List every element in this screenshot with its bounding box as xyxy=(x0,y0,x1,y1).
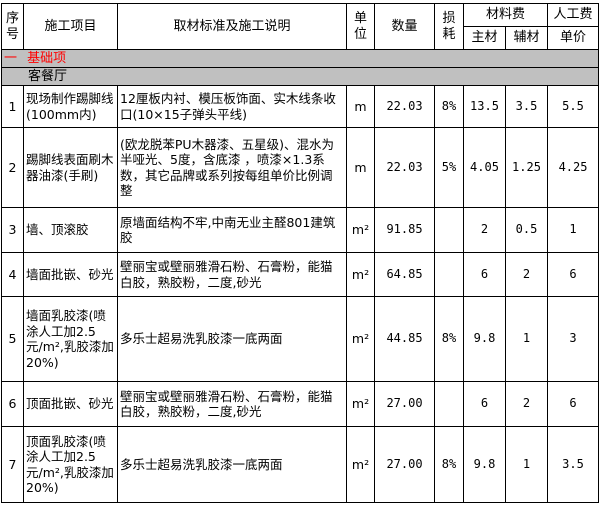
quantity-cell: 27.00 xyxy=(374,381,435,427)
item-name-cell: 墙面批嵌、砂光 xyxy=(23,252,118,297)
header-desc: 取材标准及施工说明 xyxy=(117,3,347,50)
labor-price-cell: 3 xyxy=(547,296,600,382)
main-material-price-cell: 2 xyxy=(463,207,506,253)
main-material-price-cell: 6 xyxy=(463,252,506,297)
labor-price-cell: 6 xyxy=(547,381,600,427)
loss-rate-cell: 5% xyxy=(434,127,464,208)
header-loss: 损耗 xyxy=(434,3,464,50)
labor-price-cell: 5.5 xyxy=(547,85,600,128)
room-title: 客餐厅 xyxy=(0,67,600,86)
aux-material-price-cell: 0.5 xyxy=(504,207,549,253)
main-material-price-cell: 9.8 xyxy=(463,296,506,382)
header-aux-material: 辅材 xyxy=(504,26,549,50)
quote-table: 序号 施工项目 取材标准及施工说明 单位 数量 损耗 材料费 人工费 主材 辅材… xyxy=(0,3,600,503)
row-number-cell: 6 xyxy=(1,381,24,427)
header-row: 序号 施工项目 取材标准及施工说明 单位 数量 损耗 材料费 人工费 xyxy=(1,3,600,50)
unit-cell: m xyxy=(346,127,375,208)
table-row: 3 墙、顶滚胶 原墙面结构不牢,中南无业主醛801建筑胶 m² 91.85 2 0.5 1 xyxy=(1,207,600,253)
main-material-price-cell: 6 xyxy=(463,381,506,427)
item-name-cell: 踢脚线表面刷木器油漆(手刷) xyxy=(23,127,118,208)
table-row: 6 顶面批嵌、砂光 壁丽宝或壁丽雅滑石粉、石膏粉，能猫白胶，熟胶粉，二度,砂光 m² 2… xyxy=(1,381,600,427)
unit-cell: m² xyxy=(346,296,375,382)
quantity-cell: 91.85 xyxy=(374,207,435,253)
quantity-cell: 64.85 xyxy=(374,252,435,297)
unit-cell: m xyxy=(346,85,375,128)
item-description-cell: 壁丽宝或壁丽雅滑石粉、石膏粉，能猫白胶，熟胶粉，二度,砂光 xyxy=(117,381,347,427)
section-title: 基础项 xyxy=(27,50,67,66)
item-name-cell: 顶面批嵌、砂光 xyxy=(23,381,118,427)
quantity-cell: 44.85 xyxy=(374,296,435,382)
row-number-cell: 7 xyxy=(1,426,24,503)
aux-material-price-cell: 1.25 xyxy=(504,127,549,208)
aux-material-price-cell: 2 xyxy=(504,381,549,427)
unit-cell: m² xyxy=(346,381,375,427)
table-row: 4 墙面批嵌、砂光 壁丽宝或壁丽雅滑石粉、石膏粉，能猫白胶，熟胶粉，二度,砂光 m² 6… xyxy=(1,252,600,297)
header-unit: 单位 xyxy=(346,3,375,50)
main-material-price-cell: 9.8 xyxy=(463,426,506,503)
table-row: 1 现场制作踢脚线(100mm内) 12厘板内衬、模压板饰面、实木线条收口(10×1… xyxy=(1,85,600,128)
loss-rate-cell xyxy=(434,252,464,297)
main-material-price-cell: 4.05 xyxy=(463,127,506,208)
aux-material-price-cell: 1 xyxy=(504,296,549,382)
labor-price-cell: 3.5 xyxy=(547,426,600,503)
aux-material-price-cell: 1 xyxy=(504,426,549,503)
item-name-cell: 墙、顶滚胶 xyxy=(23,207,118,253)
header-seq: 序号 xyxy=(1,3,24,50)
section-prefix: 一 xyxy=(4,50,18,66)
header-qty: 数量 xyxy=(374,3,435,50)
room-row: 客餐厅 xyxy=(0,67,600,86)
header-item: 施工项目 xyxy=(23,3,118,50)
loss-rate-cell xyxy=(434,207,464,253)
table-row: 2 踢脚线表面刷木器油漆(手刷) (欧龙脱苯PU木器漆、五星级)、混水为半哑光、5度… xyxy=(1,127,600,208)
header-labor-fee: 人工费 xyxy=(547,3,600,27)
item-description-cell: 12厘板内衬、模压板饰面、实木线条收口(10×15子弹头平线) xyxy=(117,85,347,128)
row-number-cell: 4 xyxy=(1,252,24,297)
quantity-cell: 22.03 xyxy=(374,127,435,208)
item-description-cell: (欧龙脱苯PU木器漆、五星级)、混水为半哑光、5度，含底漆 ，喷漆×1.3系数，… xyxy=(117,127,347,208)
row-number-cell: 3 xyxy=(1,207,24,253)
header-subrow: 主材 辅材 单价 xyxy=(2,26,600,50)
aux-material-price-cell: 3.5 xyxy=(504,85,549,128)
item-description-cell: 多乐士超易洗乳胶漆一底两面 xyxy=(117,426,347,503)
unit-cell: m² xyxy=(346,252,375,297)
item-description-cell: 多乐士超易洗乳胶漆一底两面 xyxy=(117,296,347,382)
unit-cell: m² xyxy=(346,207,375,253)
loss-rate-cell xyxy=(434,381,464,427)
table-row: 5 墙面乳胶漆(喷涂人工加2.5元/m²,乳胶漆加20%) 多乐士超易洗乳胶漆一底两… xyxy=(1,296,600,382)
loss-rate-cell: 8% xyxy=(434,296,464,382)
header-main-material: 主材 xyxy=(463,26,506,50)
row-number-cell: 2 xyxy=(1,127,24,208)
quantity-cell: 27.00 xyxy=(374,426,435,503)
loss-rate-cell: 8% xyxy=(434,85,464,128)
row-number-cell: 1 xyxy=(1,85,24,128)
header-material-fee: 材料费 xyxy=(462,3,549,27)
labor-price-cell: 4.25 xyxy=(547,127,600,208)
labor-price-cell: 6 xyxy=(547,252,600,297)
table-row: 7 顶面乳胶漆(喷涂人工加2.5元/m²,乳胶漆加20%) 多乐士超易洗乳胶漆一底两… xyxy=(1,426,600,503)
unit-cell: m² xyxy=(346,426,375,503)
aux-material-price-cell: 2 xyxy=(504,252,549,297)
main-material-price-cell: 13.5 xyxy=(463,85,506,128)
item-name-cell: 现场制作踢脚线(100mm内) xyxy=(23,85,118,128)
header-unit-price: 单价 xyxy=(547,26,600,50)
loss-rate-cell: 8% xyxy=(434,426,464,503)
item-description-cell: 壁丽宝或壁丽雅滑石粉、石膏粉，能猫白胶，熟胶粉，二度,砂光 xyxy=(117,252,347,297)
labor-price-cell: 1 xyxy=(547,207,600,253)
row-number-cell: 5 xyxy=(1,296,24,382)
item-name-cell: 顶面乳胶漆(喷涂人工加2.5元/m²,乳胶漆加20%) xyxy=(23,426,118,503)
item-description-cell: 原墙面结构不牢,中南无业主醛801建筑胶 xyxy=(117,207,347,253)
quantity-cell: 22.03 xyxy=(374,85,435,128)
section-row: 一 基础项 xyxy=(0,49,600,68)
item-name-cell: 墙面乳胶漆(喷涂人工加2.5元/m²,乳胶漆加20%) xyxy=(23,296,118,382)
